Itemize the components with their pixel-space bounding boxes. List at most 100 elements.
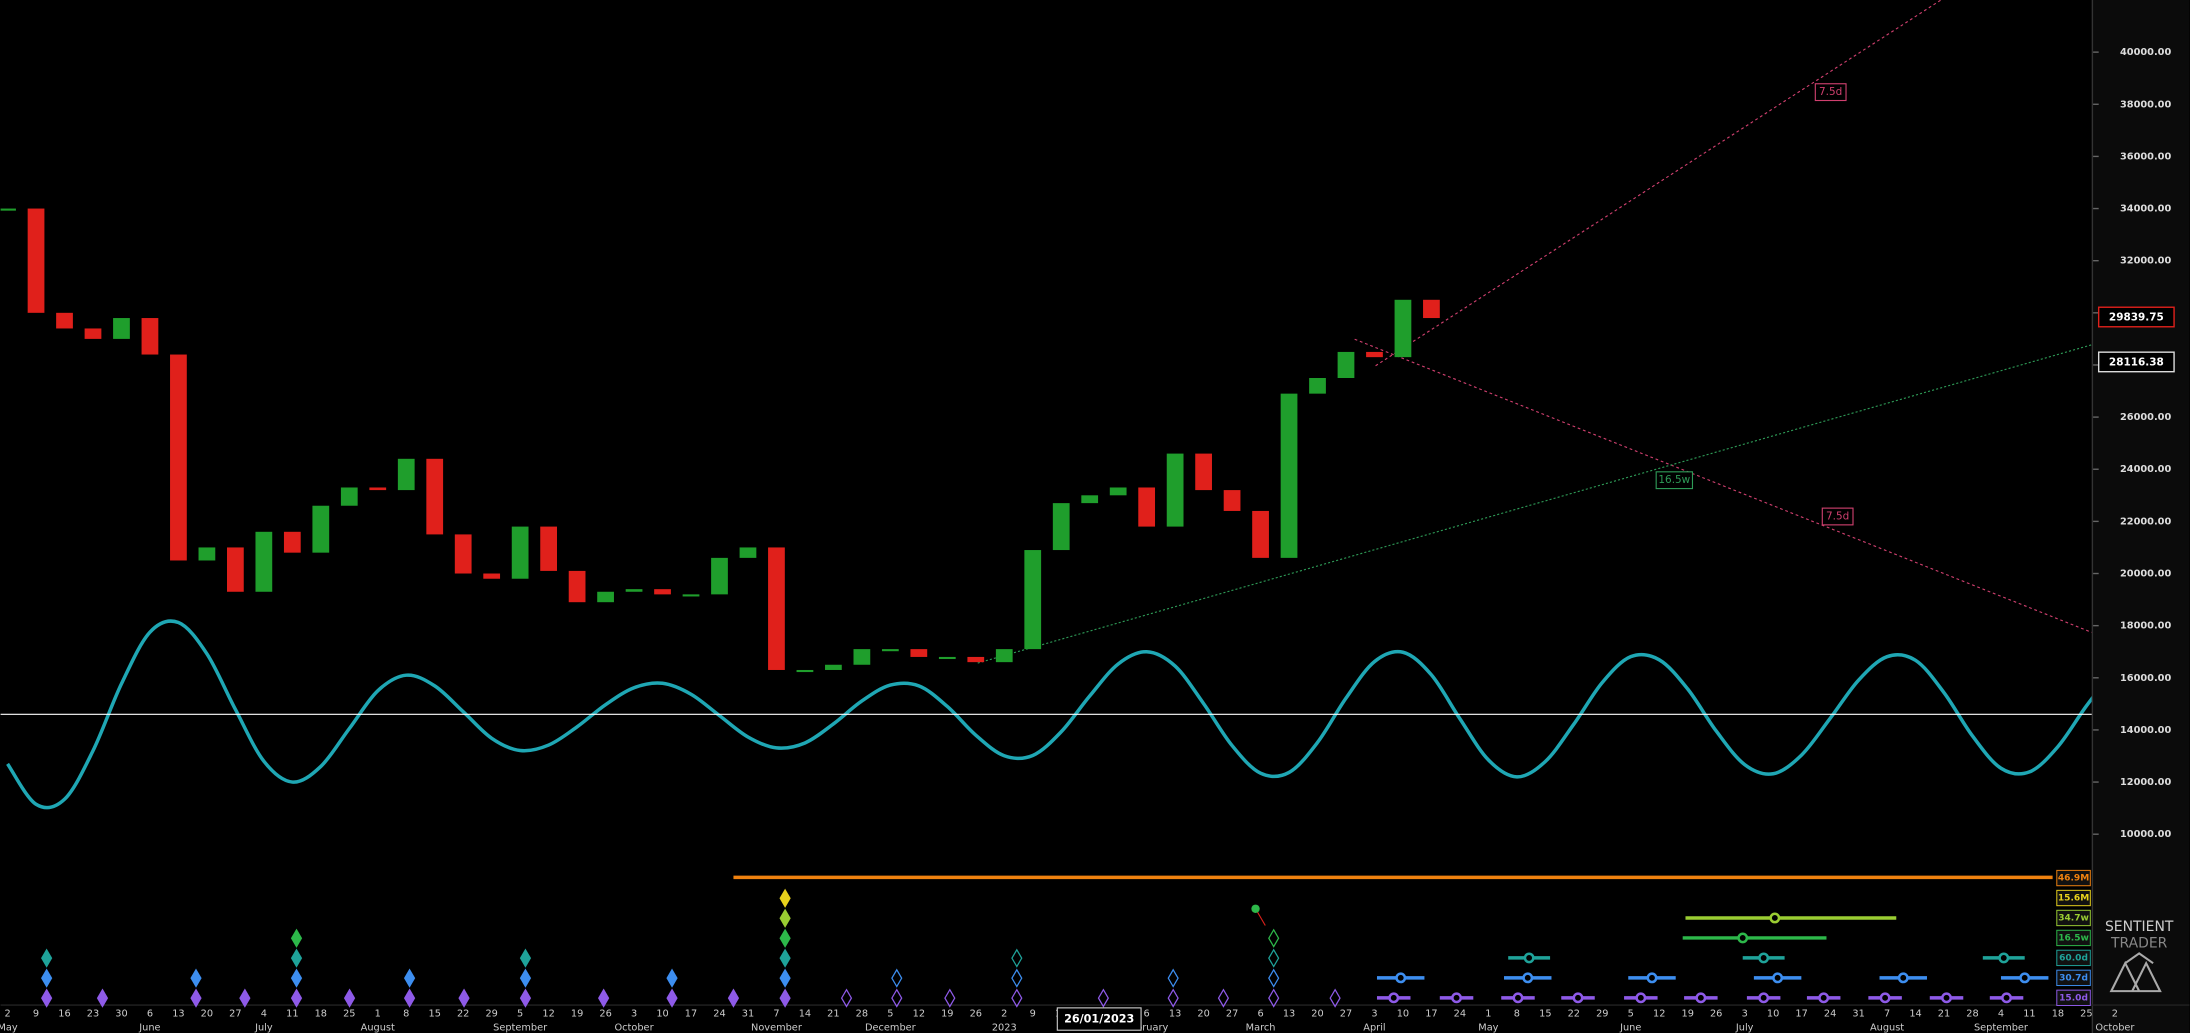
price-label-box xyxy=(2097,351,2175,373)
cycle-node xyxy=(1572,992,1584,1004)
x-month-label: August xyxy=(361,1022,395,1033)
signal-diamond xyxy=(598,988,610,1008)
candle xyxy=(597,591,614,603)
signal-diamond xyxy=(840,988,853,1008)
signal-diamond xyxy=(519,968,532,988)
y-tick-label: 34000.00 xyxy=(2120,204,2171,215)
candle xyxy=(739,547,757,558)
x-tick-label: 13 xyxy=(172,1008,184,1019)
x-tick-label: 15 xyxy=(1539,1008,1551,1019)
x-month-label: December xyxy=(865,1022,917,1033)
x-tick-label: 30 xyxy=(115,1008,127,1019)
candle xyxy=(1166,453,1184,527)
indicator-box xyxy=(2056,949,2091,967)
candle xyxy=(511,526,529,579)
x-tick-label: 5 xyxy=(887,1008,893,1019)
x-tick-label: 9 xyxy=(1030,1008,1036,1019)
candle xyxy=(938,656,956,660)
candle xyxy=(1024,550,1042,650)
x-tick-label: 25 xyxy=(343,1008,355,1019)
cycle-node xyxy=(1897,972,1909,984)
candle xyxy=(84,328,102,339)
candle xyxy=(1309,377,1326,394)
x-month-label: July xyxy=(1735,1022,1754,1033)
x-tick-label: 17 xyxy=(1425,1008,1437,1019)
signal-diamond xyxy=(403,988,416,1008)
x-tick-label: 7 xyxy=(773,1008,779,1019)
cursor-date-box xyxy=(1056,1007,1142,1031)
x-tick-label: 12 xyxy=(913,1008,925,1019)
indicator-box xyxy=(2056,889,2091,907)
signal-diamond xyxy=(779,988,791,1008)
candle xyxy=(881,649,899,652)
candle xyxy=(340,487,358,506)
candle xyxy=(141,318,159,355)
x-tick-label: 14 xyxy=(1909,1008,1921,1019)
signal-diamond xyxy=(519,948,532,968)
candle xyxy=(198,547,216,561)
trend-line xyxy=(1354,338,2092,633)
signal-diamond xyxy=(41,988,53,1008)
x-tick-label: 29 xyxy=(485,1008,497,1019)
candle xyxy=(27,208,45,313)
cycle-node xyxy=(1879,992,1891,1004)
candle xyxy=(825,664,842,670)
cycle-node xyxy=(1998,952,2010,964)
x-tick-label: 19 xyxy=(1681,1008,1693,1019)
candle xyxy=(768,547,785,670)
signal-diamond xyxy=(290,948,303,968)
x-tick-label: 8 xyxy=(403,1008,409,1019)
x-tick-label: 19 xyxy=(941,1008,953,1019)
x-tick-label: 2 xyxy=(2112,1008,2118,1019)
y-tick-label: 24000.00 xyxy=(2120,464,2171,475)
x-tick-label: 24 xyxy=(1824,1008,1836,1019)
candle xyxy=(995,649,1013,663)
x-tick-label: 15 xyxy=(428,1008,440,1019)
signal-diamond xyxy=(1167,988,1179,1008)
candle xyxy=(170,354,187,561)
signal-diamond xyxy=(1217,988,1230,1008)
signal-dot xyxy=(1251,904,1260,913)
signal-diamond xyxy=(1268,968,1280,988)
x-tick-label: 10 xyxy=(1767,1008,1779,1019)
x-tick-label: 8 xyxy=(1514,1008,1520,1019)
signal-diamond xyxy=(944,988,956,1008)
candle xyxy=(540,526,558,571)
cycle-node xyxy=(1737,932,1749,944)
y-tick-label: 32000.00 xyxy=(2120,256,2171,267)
plot-area xyxy=(0,208,2092,810)
cycle-node xyxy=(2001,992,2012,1004)
candle xyxy=(255,531,273,592)
signal-diamond xyxy=(1097,988,1109,1008)
signal-diamond xyxy=(1268,988,1280,1008)
x-month-label: November xyxy=(751,1022,803,1033)
x-month-label: October xyxy=(2095,1022,2135,1033)
signal-diamond xyxy=(403,968,416,988)
signal-diamond xyxy=(41,968,53,988)
y-tick-label: 40000.00 xyxy=(2120,47,2171,58)
trend-line xyxy=(1375,0,1942,367)
x-month-label: October xyxy=(615,1022,655,1033)
cycle-node xyxy=(1758,952,1770,964)
x-tick-label: 24 xyxy=(713,1008,725,1019)
x-month-label: September xyxy=(493,1022,548,1033)
x-tick-label: 31 xyxy=(1852,1008,1864,1019)
annotation: 7.5d xyxy=(1819,86,1842,98)
x-month-label: April xyxy=(1363,1022,1385,1033)
x-tick-label: 5 xyxy=(1628,1008,1634,1019)
signal-diamond xyxy=(779,908,791,928)
y-tick-label: 12000.00 xyxy=(2120,777,2171,788)
cycle-node xyxy=(1512,992,1524,1004)
candle xyxy=(967,656,985,663)
signal-diamond xyxy=(1268,948,1280,968)
candle xyxy=(1223,490,1241,511)
candle xyxy=(853,649,871,665)
x-tick-label: 28 xyxy=(856,1008,868,1019)
y-tick-label: 14000.00 xyxy=(2120,725,2171,736)
y-tick-label: 10000.00 xyxy=(2120,829,2171,840)
x-month-label: March xyxy=(1246,1022,1276,1033)
x-month-label: June xyxy=(1619,1022,1641,1033)
price-axis-panel xyxy=(2091,0,2190,1033)
brand-text: SENTIENT xyxy=(2105,919,2174,935)
cycle-node xyxy=(1818,992,1830,1004)
